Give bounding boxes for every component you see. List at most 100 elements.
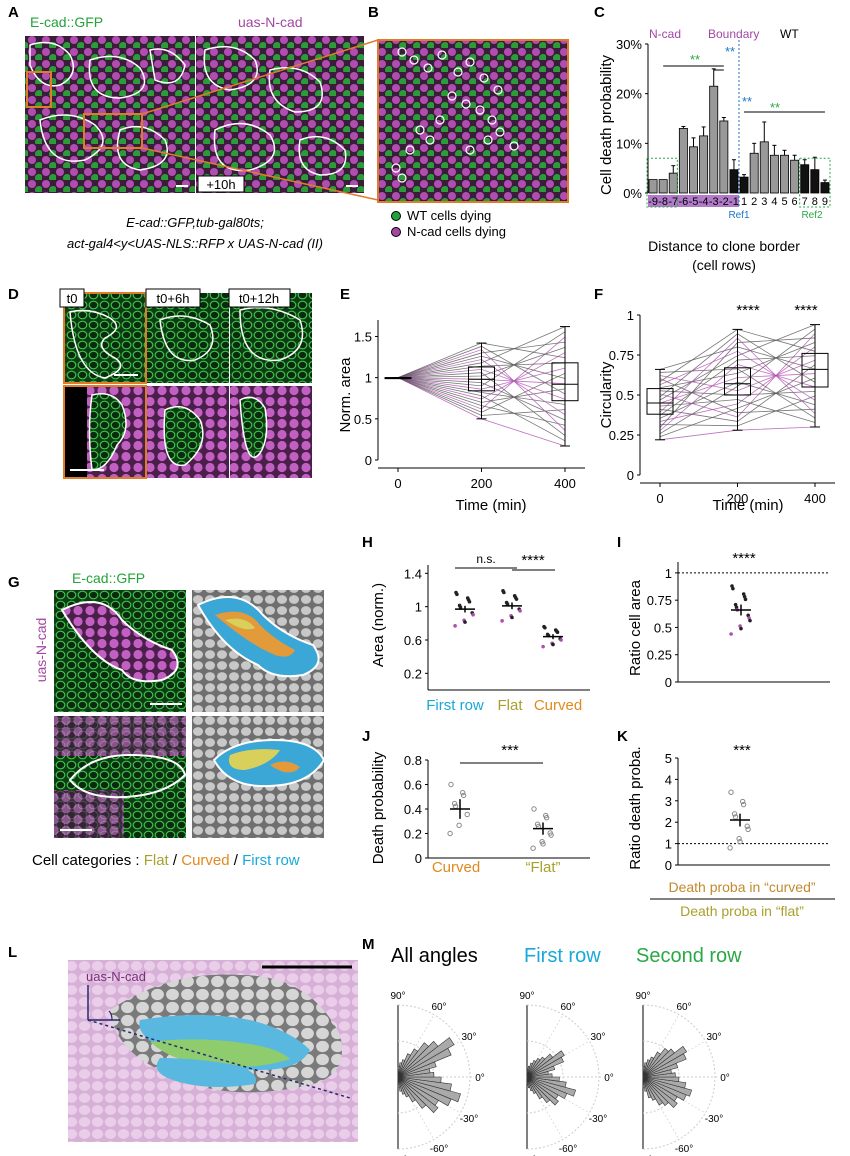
x-tick-label: 400 <box>554 476 576 491</box>
y-tick-label: 0.6 <box>404 633 422 648</box>
panel-letter-h: H <box>362 534 373 551</box>
panel-e-xlabel: Time (min) <box>455 497 526 514</box>
panel-i-sig: **** <box>732 550 756 567</box>
panel-i-ylabel: Ratio cell area <box>627 579 644 676</box>
c-x-tick-label: 2 <box>751 196 757 208</box>
data-point <box>543 815 550 821</box>
data-point <box>447 830 453 837</box>
dying-cell-marker <box>437 50 447 60</box>
panel-m-title-second: Second row <box>636 945 742 967</box>
dying-cell-marker <box>509 141 519 151</box>
panel-a-label-left: E-cad::GFP <box>30 14 103 30</box>
dying-cell-marker <box>483 135 493 145</box>
panel-b-dying-cells <box>391 47 519 183</box>
panel-letter-c: C <box>594 4 605 21</box>
panel-letter-d: D <box>8 286 19 303</box>
c-y-tick-label: 20% <box>616 87 642 102</box>
y-tick-label: 1.5 <box>354 329 372 344</box>
y-tick-label: 0.75 <box>609 348 634 363</box>
dying-cell-marker <box>423 63 433 73</box>
box <box>646 388 674 415</box>
panel-e-box-chart: 0 0.5 1 1.5 0 200 400 <box>354 320 585 491</box>
dying-cell-marker <box>425 135 435 145</box>
c-x-tick-label: -2 <box>719 196 729 208</box>
y-tick-label: 0.4 <box>404 802 422 817</box>
c-x-tick-label: -3 <box>709 196 719 208</box>
panel-letter-e: E <box>340 286 351 303</box>
data-point <box>736 835 742 842</box>
rose-wedge <box>397 1065 400 1078</box>
dying-cell-marker <box>465 145 475 155</box>
c-x-tick-label: -1 <box>729 196 739 208</box>
dying-cell-marker <box>479 73 489 83</box>
panel-m-title-first: First row <box>524 945 601 967</box>
data-point <box>518 609 522 613</box>
c-y-tick-label: 30% <box>616 37 642 52</box>
panel-letter-k: K <box>617 728 628 745</box>
data-point <box>471 612 475 617</box>
panel-letter-j: J <box>362 728 371 745</box>
panel-a-genotype-1: E-cad::GFP,tub-gal80ts; <box>126 215 264 230</box>
panel-c-header-boundary: Boundary <box>708 27 759 41</box>
box <box>801 352 829 388</box>
caption-flat: Flat <box>144 852 170 869</box>
rose-angle-label: 90° <box>635 991 650 1002</box>
c-ncad-strip <box>648 195 739 207</box>
c-bar <box>658 179 668 194</box>
caption-sep-1: / <box>169 852 182 869</box>
data-point <box>748 618 752 623</box>
panel-m-rose-first: 90°60°30°0°-30°-60°-90° <box>518 991 614 1156</box>
c-y-tick-label: 10% <box>616 136 642 151</box>
c-x-tick-label: 7 <box>802 196 808 208</box>
c-bar <box>699 135 709 194</box>
rose-angle-label: 90° <box>390 991 405 1002</box>
panel-d-label-t0: t0 <box>67 291 78 306</box>
legend-wt-dot <box>391 211 401 221</box>
box <box>724 367 751 396</box>
dying-cell-marker <box>405 145 415 155</box>
panel-d-label-t6: t0+6h <box>157 291 190 306</box>
rose-angle-label: -30° <box>460 1114 478 1125</box>
rose-angle-label: -30° <box>705 1114 723 1125</box>
y-tick-label: 1 <box>365 371 372 386</box>
y-tick-label: 1 <box>415 600 422 615</box>
legend-wt-label: WT cells dying <box>407 208 491 223</box>
rose-angle-label: 0° <box>475 1073 485 1084</box>
data-point <box>728 789 734 795</box>
panel-letter-l: L <box>8 944 18 961</box>
rose-ring <box>526 1040 564 1114</box>
panel-a-genotype-2: act-gal4<y<UAS-NLS::RFP x UAS-N-cad (II) <box>67 236 323 251</box>
panel-k-scatter: 0 1 2 3 4 5 <box>665 751 830 873</box>
rose-angle-label: 30° <box>590 1032 605 1043</box>
c-bar <box>648 179 658 194</box>
dying-cell-marker <box>391 163 401 173</box>
data-point <box>502 590 506 595</box>
y-tick-label: 3 <box>665 794 672 809</box>
panel-c-ref1: Ref1 <box>728 210 750 221</box>
panel-j-scatter: 0 0.2 0.4 0.6 0.8 <box>404 753 590 866</box>
panel-c-sig-3: ** <box>742 94 752 109</box>
y-tick-label: 0.6 <box>404 778 422 793</box>
panel-c-ref2: Ref2 <box>801 210 823 221</box>
rose-angle-label: 30° <box>706 1032 721 1043</box>
dying-cell-marker <box>487 115 497 125</box>
y-tick-label: 0.2 <box>404 666 422 681</box>
c-bar <box>689 146 698 194</box>
y-tick-label: 1 <box>627 308 634 323</box>
y-tick-label: 0.25 <box>647 648 672 663</box>
c-x-tick-label: -5 <box>689 196 699 208</box>
c-bar <box>729 169 739 194</box>
data-point <box>740 798 746 805</box>
panel-letter-g: G <box>8 574 20 591</box>
rose-angle-label: 90° <box>519 991 534 1002</box>
c-bar <box>810 169 820 194</box>
data-point <box>500 619 504 623</box>
data-point <box>548 832 554 838</box>
data-point <box>452 803 459 809</box>
rose-angle-label: 60° <box>676 1002 691 1013</box>
data-point <box>745 826 751 833</box>
data-point <box>737 838 743 845</box>
panel-c-header-ncad: N-cad <box>649 27 681 41</box>
panel-a-image-right <box>196 36 364 193</box>
